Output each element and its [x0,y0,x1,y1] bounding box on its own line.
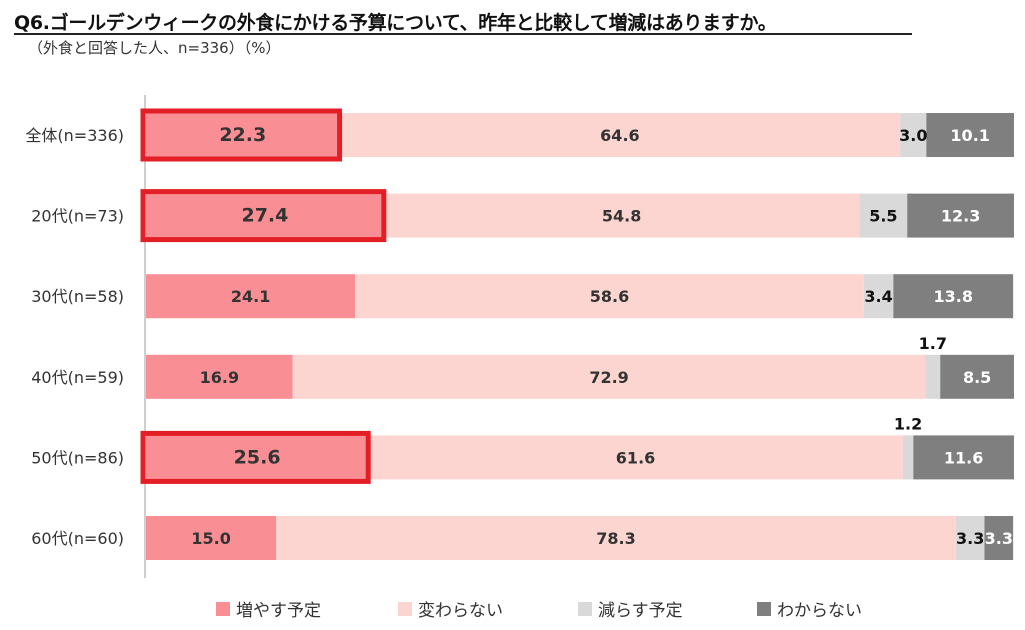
bar-segment [292,354,926,399]
data-label: 72.9 [589,368,628,387]
data-label: 61.6 [616,448,655,467]
data-label: 8.5 [963,368,991,387]
legend-swatch [578,601,592,616]
data-label: 16.9 [200,368,239,387]
legend-item: 変わらない [398,596,503,621]
chart-legend: 増やす予定 変わらない 減らす予定 わからない [0,596,1025,621]
bar-segment [276,516,956,560]
data-label: 12.3 [941,207,980,226]
bar-segment [926,113,1014,157]
category-label: 40代(n=59) [31,368,124,387]
data-label: 3.4 [864,287,892,306]
category-label: 60代(n=60) [31,529,124,548]
bar-segment [146,113,340,157]
bar-segment [893,274,1014,319]
bar-segment [339,113,901,157]
highlight-frame [140,189,387,243]
category-label: 20代(n=73) [31,207,124,226]
bar-segment [146,274,356,319]
bar-segment [355,274,864,319]
data-label: 3.0 [899,126,927,145]
legend-label: わからない [777,601,862,621]
data-label: 11.6 [944,448,983,467]
bar-segment [146,435,369,480]
bar-segment [907,193,1014,238]
bar-segment [146,516,277,560]
chart-title: Q6.ゴールデンウィークの外食にかける予算について、昨年と比較して増減はあります… [14,12,777,34]
bar-segment [863,274,894,319]
bar-segment [368,435,903,480]
bar-segment [900,113,927,157]
data-label: 25.6 [234,446,281,468]
bar-segment [925,354,941,399]
bar-segment [913,435,1014,480]
legend-label: 増やす予定 [236,601,321,621]
data-label: 1.2 [894,414,922,433]
category-label: 全体(n=336) [25,126,124,145]
legend-label: 変わらない [418,601,503,621]
legend-label: 減らす予定 [598,601,683,621]
bar-segment [902,435,914,480]
highlight-frame [140,430,371,484]
highlight-frame [140,108,343,162]
data-label: 15.0 [191,529,230,548]
data-label: 78.3 [596,529,635,548]
bar-segment [940,354,1014,399]
data-label: 3.3 [985,529,1013,548]
legend-swatch [216,601,230,616]
data-label: 64.6 [600,126,639,145]
legend-swatch [757,601,771,616]
data-label: 24.1 [231,287,270,306]
bar-segment [955,516,985,560]
bar-segment [146,193,384,238]
bar-segment [859,193,908,238]
stacked-bar-chart: 全体(n=336) 22.3 64.6 3.0 10.1 20代(n=73) 27.4 54.… [25,95,1014,578]
legend-item: 減らす予定 [578,596,683,621]
title-underline [14,33,912,35]
data-label: 5.5 [869,207,897,226]
legend-swatch [398,601,412,616]
bar-segment [383,193,860,238]
legend-item: 増やす予定 [216,596,321,621]
bar-segment [984,516,1014,560]
chart-subtitle: （外食と回答した人、n=336）（%） [28,39,281,57]
data-label: 54.8 [602,207,641,226]
data-label: 10.1 [950,126,989,145]
data-label: 3.3 [956,529,984,548]
category-label: 50代(n=86) [31,448,124,467]
data-label: 1.7 [919,334,947,353]
legend-item: わからない [757,596,862,621]
data-label: 22.3 [219,124,266,146]
bar-segment [146,354,293,399]
data-label: 58.6 [590,287,629,306]
data-label: 27.4 [241,205,288,227]
category-label: 30代(n=58) [31,287,124,306]
data-label: 13.8 [933,287,972,306]
